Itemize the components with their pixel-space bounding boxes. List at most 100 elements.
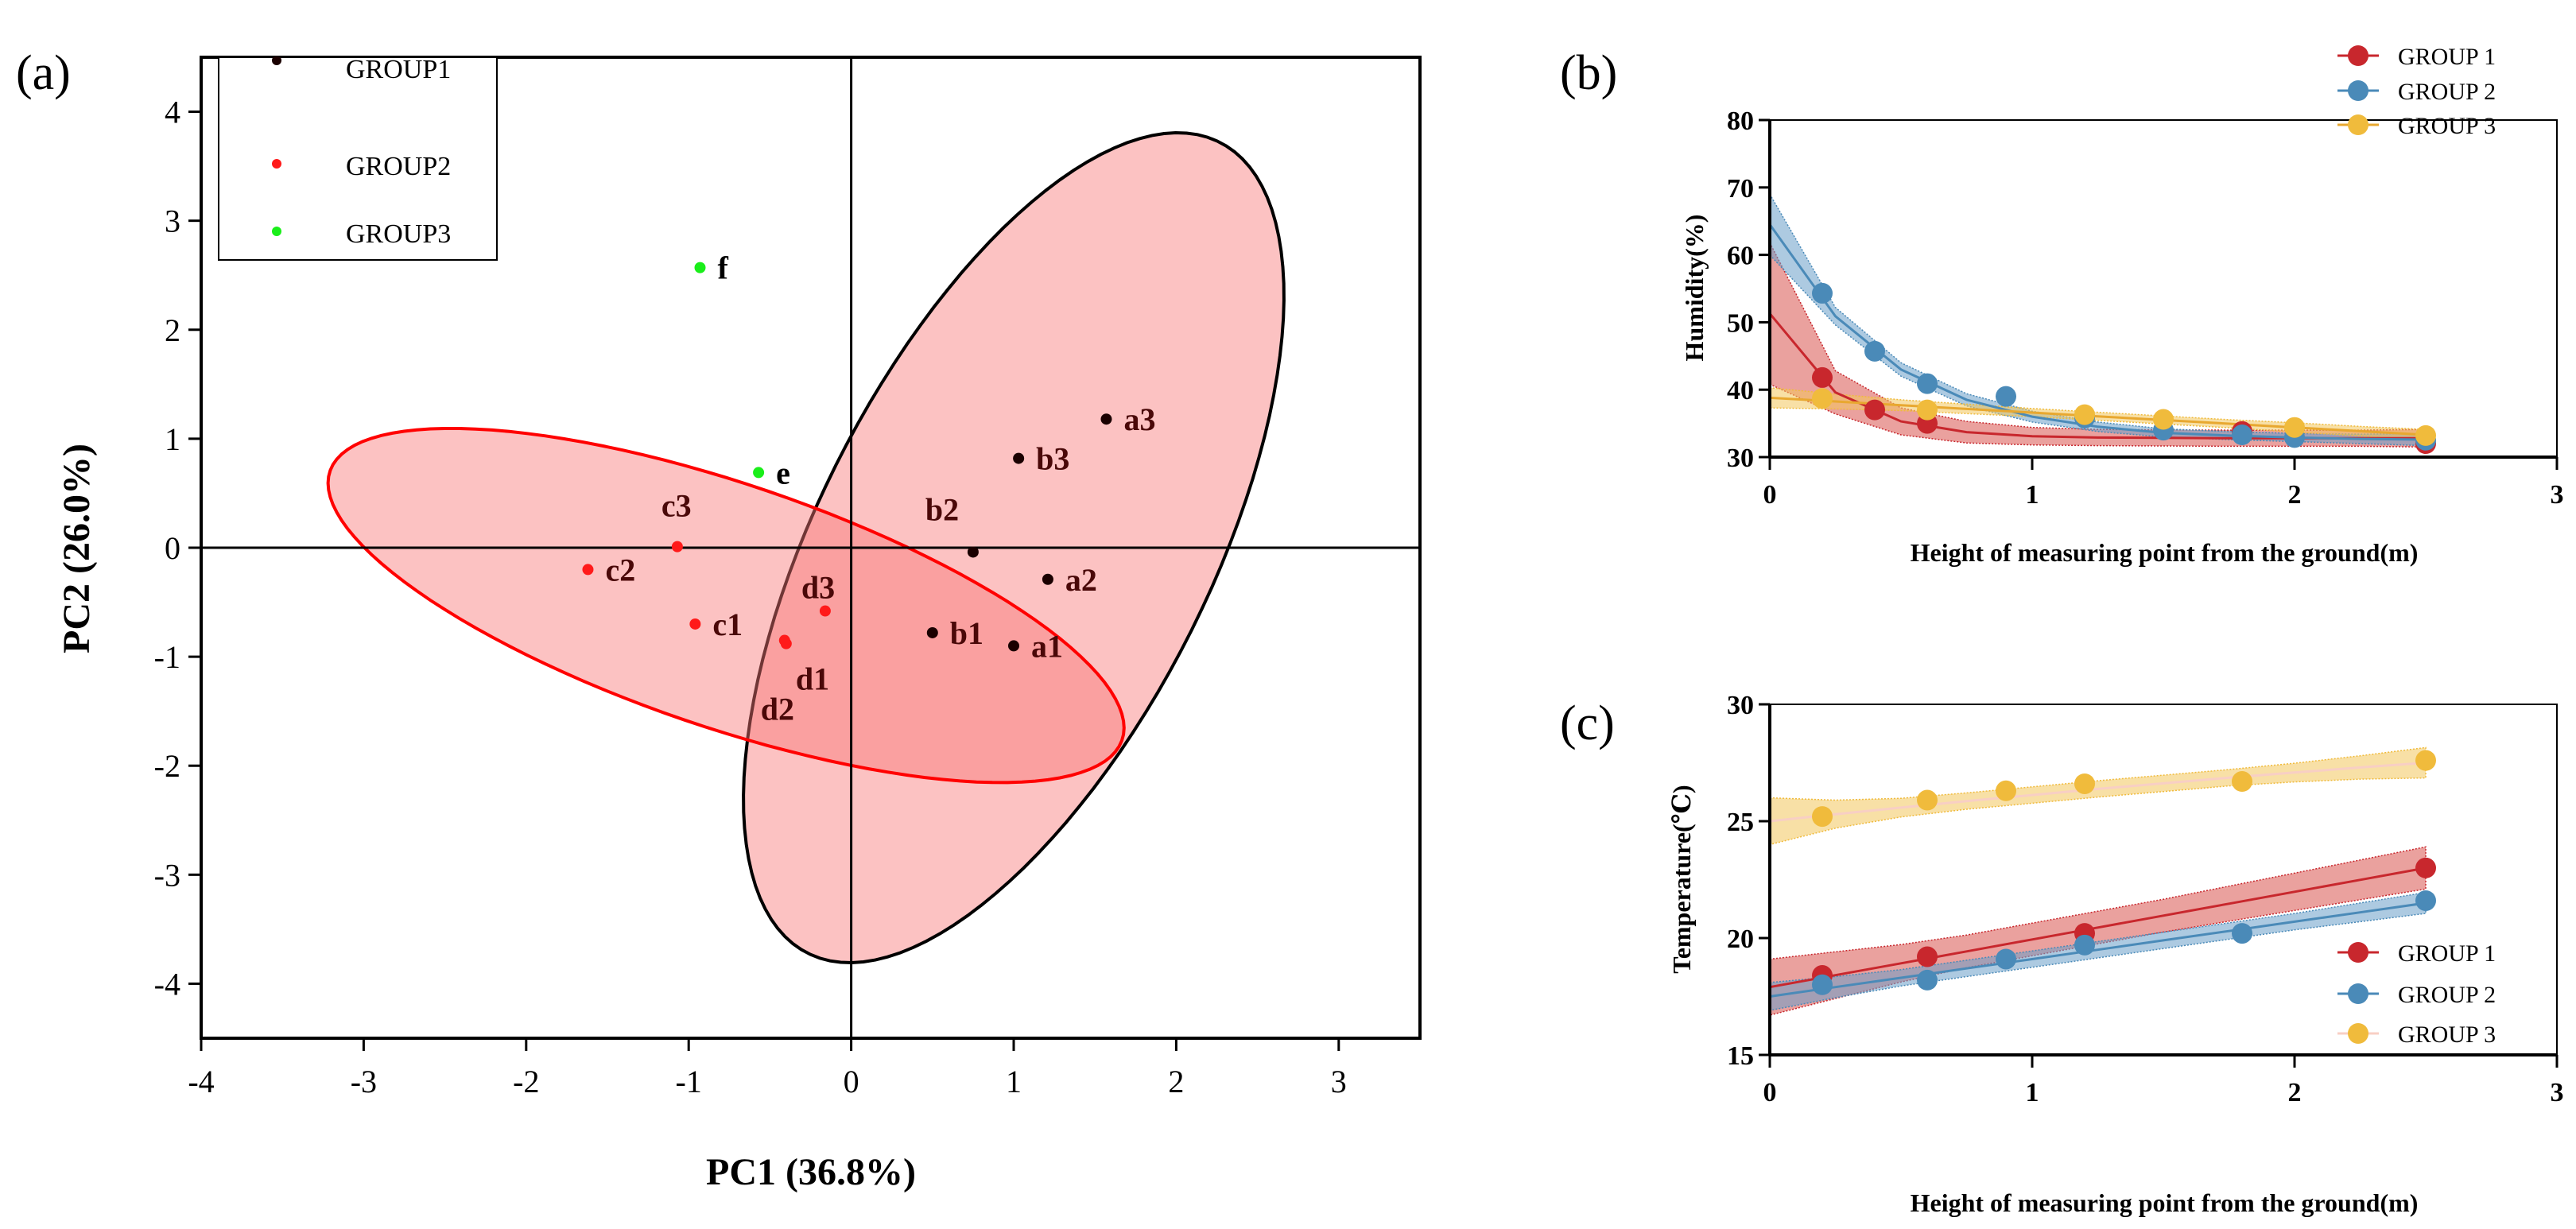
y-tick-label: 4 (165, 95, 180, 130)
data-point-e (753, 467, 765, 479)
data-point-group2 (2415, 890, 2436, 911)
point-label-c2: c2 (605, 552, 635, 587)
data-point-b3 (1013, 452, 1025, 464)
pca-x-axis-title: PC1 (36.8%) (706, 1151, 916, 1193)
y-tick-label: -3 (154, 857, 180, 893)
y-tick-label: -2 (154, 748, 180, 784)
y-tick-label: 3 (165, 204, 180, 239)
legend-label-2: GROUP 2 (2398, 982, 2496, 1008)
y-tick-label: 50 (1727, 308, 1754, 338)
data-point-group2 (2074, 934, 2095, 956)
data-point-d2 (778, 634, 790, 646)
y-tick-label: -4 (154, 966, 180, 1002)
legend-marker-1 (2348, 45, 2368, 66)
data-point-group3 (2074, 773, 2095, 794)
data-point-group3 (1996, 780, 2016, 801)
point-label-a2: a2 (1065, 562, 1097, 598)
data-point-group2 (1864, 340, 1885, 362)
y-tick-label: 2 (165, 312, 180, 348)
data-point-b2 (967, 546, 979, 558)
data-point-group1 (1917, 946, 1938, 967)
x-tick-label: 3 (1331, 1064, 1347, 1099)
data-point-group2 (2232, 923, 2252, 944)
legend-marker-1 (2348, 942, 2368, 963)
data-point-group1 (2415, 857, 2436, 878)
x-tick-label: 2 (2288, 480, 2302, 510)
x-tick-label: -3 (351, 1064, 377, 1099)
point-label-a3: a3 (1124, 401, 1156, 437)
data-point-d3 (819, 605, 831, 617)
legend-label-2: GROUP 2 (2398, 79, 2496, 105)
panel-label-b: (b) (1560, 46, 1617, 100)
legend-marker-2 (2348, 983, 2368, 1004)
data-point-group2 (2232, 425, 2252, 446)
point-label-c3: c3 (661, 488, 692, 524)
data-point-group3 (2415, 750, 2436, 771)
legend-label-3: GROUP 3 (2398, 1022, 2496, 1048)
data-point-b1 (926, 626, 938, 638)
y-tick-label: 60 (1727, 242, 1754, 271)
x-tick-label: 3 (2551, 1078, 2564, 1107)
point-label-e: e (776, 455, 790, 490)
legend-label-1: GROUP 1 (2398, 44, 2496, 70)
data-point-group2 (1917, 969, 1938, 991)
point-label-b1: b1 (950, 615, 983, 651)
data-point-group2 (1812, 282, 1833, 304)
data-point-group3 (2074, 404, 2095, 425)
legend-label-3: GROUP 3 (2398, 113, 2496, 139)
y-tick-label: -1 (154, 639, 180, 675)
data-point-group3 (1917, 399, 1938, 421)
data-point-group2 (1917, 373, 1938, 394)
point-label-c1: c1 (712, 607, 743, 642)
data-point-group3 (2232, 771, 2252, 793)
humidity-plot-area: 0 1 2 3 30 40 50 60 70 80 (1727, 107, 2564, 510)
data-point-group2 (1996, 386, 2016, 407)
panel-label-a: (a) (16, 46, 71, 100)
point-label-f: f (718, 250, 729, 286)
legend-marker-2 (2348, 80, 2368, 101)
panel-label-c: (c) (1560, 696, 1615, 750)
data-point-group3 (1812, 806, 1833, 828)
data-point-c3 (671, 541, 683, 552)
pca-legend: GROUP1 GROUP2 GROUP3 (218, 55, 498, 261)
fit-line-group1 (1769, 867, 2427, 989)
legend-marker-group2 (272, 159, 281, 169)
x-tick-label: 1 (1006, 1064, 1022, 1099)
data-point-group2 (1812, 974, 1833, 995)
humidity-legend: GROUP 1 GROUP 2 GROUP 3 (2337, 44, 2496, 139)
x-tick-label: 0 (844, 1064, 859, 1099)
x-tick-label: -2 (513, 1064, 539, 1099)
y-tick-label: 25 (1727, 808, 1754, 837)
legend-marker-3 (2348, 1023, 2368, 1044)
x-tick-label: 1 (2026, 480, 2039, 510)
x-tick-label: 2 (2288, 1078, 2302, 1107)
data-point-a1 (1008, 640, 1019, 652)
fit-line-group2 (1769, 901, 2427, 998)
data-point-group3 (2415, 425, 2436, 446)
x-tick-label: 1 (2026, 1078, 2039, 1107)
y-tick-label: 0 (165, 530, 180, 566)
data-point-group3 (1812, 388, 1833, 409)
y-tick-label: 40 (1727, 376, 1754, 405)
humidity-panel: (b) 0 1 2 3 30 40 50 60 70 80 Height of measuring… (1560, 44, 2564, 567)
legend-label-group1: GROUP1 (346, 55, 451, 84)
confidence-band-group3 (1769, 746, 2427, 846)
legend-label-1: GROUP 1 (2398, 940, 2496, 967)
x-tick-label: 0 (1763, 480, 1777, 510)
temperature-legend: GROUP 1 GROUP 2 GROUP 3 (2337, 940, 2496, 1048)
x-tick-label: 3 (2551, 480, 2564, 510)
temperature-plot-area: 0 1 2 3 15 20 25 30 (1727, 691, 2564, 1107)
pca-y-axis-title: PC2 (26.0%) (56, 444, 98, 653)
data-point-group3 (2153, 409, 2174, 430)
fit-line-group3 (1769, 762, 2427, 823)
data-point-c2 (582, 564, 594, 576)
humidity-x-axis-title: Height of measuring point from the groun… (1911, 538, 2419, 567)
data-point-group3 (2284, 417, 2305, 438)
y-tick-label: 80 (1727, 107, 1754, 136)
x-tick-label: -1 (676, 1064, 702, 1099)
legend-marker-group1 (272, 56, 281, 65)
x-tick-label: 2 (1168, 1064, 1184, 1099)
